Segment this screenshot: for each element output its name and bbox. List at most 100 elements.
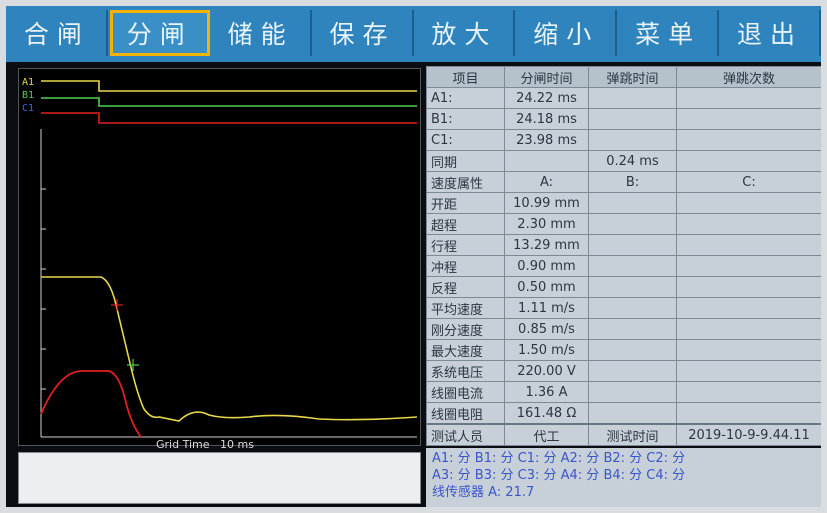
table-cell: [676, 213, 821, 235]
table-cell: [588, 381, 677, 403]
table-cell: 速度属性: [426, 171, 505, 193]
marker-closing: [127, 359, 139, 371]
channel-label-a1: A1: [22, 77, 35, 88]
table-header-cell: 弹跳次数: [676, 66, 821, 88]
table-cell: 24.18 ms: [504, 108, 589, 130]
table-cell: [588, 276, 677, 298]
table-cell: [588, 318, 677, 340]
table-cell: 系统电压: [426, 360, 505, 382]
menu-bar: 合闸 分闸 储能 保存 放大 缩小 菜单 退出: [6, 6, 821, 62]
table-cell: 线圈电流: [426, 381, 505, 403]
table-cell: 反程: [426, 276, 505, 298]
trace-a1: [41, 80, 417, 92]
table-cell: [588, 402, 677, 425]
table-cell: 2.30 mm: [504, 213, 589, 235]
table-row: 速度属性 A: B: C:: [426, 171, 821, 193]
table-cell: A1:: [426, 87, 505, 109]
table-cell: 平均速度: [426, 297, 505, 319]
table-cell: [676, 129, 821, 151]
menu-button-7[interactable]: 退出: [721, 10, 821, 56]
menu-button-1[interactable]: 分闸: [109, 10, 210, 56]
travel-curve: [41, 276, 418, 422]
status-line-1: A1: 分 B1: 分 C1: 分 A2: 分 B2: 分 C2: 分: [432, 451, 686, 466]
coil-current-curve: [40, 370, 142, 438]
table-row: 反程 0.50 mm: [426, 276, 821, 298]
table-cell: [588, 129, 677, 151]
table-cell: 测试人员: [426, 423, 505, 446]
table-row: A1: 24.22 ms: [426, 87, 821, 109]
trace-c1: [41, 112, 417, 124]
table-cell: [676, 339, 821, 361]
table-header-cell: 分闸时间: [504, 66, 589, 88]
table-cell: 超程: [426, 213, 505, 235]
table-cell: [676, 297, 821, 319]
table-cell: [676, 360, 821, 382]
table-cell: 1.36 A: [504, 381, 589, 403]
table-cell: 线圈电阻: [426, 402, 505, 425]
table-row: B1: 24.18 ms: [426, 108, 821, 130]
table-cell: 0.85 m/s: [504, 318, 589, 340]
table-row: 平均速度 1.11 m/s: [426, 297, 821, 319]
table-cell: 测试时间: [588, 423, 677, 446]
message-box: [18, 452, 421, 504]
menu-button-4[interactable]: 放大: [416, 10, 516, 56]
table-cell: 0.50 mm: [504, 276, 589, 298]
table-row: C1: 23.98 ms: [426, 129, 821, 151]
table-cell: [676, 381, 821, 403]
table-header-row: 项目 分闸时间 弹跳时间 弹跳次数: [426, 66, 821, 88]
table-cell: [676, 192, 821, 214]
table-cell: 行程: [426, 234, 505, 256]
table-cell: 10.99 mm: [504, 192, 589, 214]
menu-button-2[interactable]: 储能: [212, 10, 312, 56]
grid-time-label: Grid Time 10 ms: [156, 438, 254, 451]
table-cell: 220.00 V: [504, 360, 589, 382]
table-cell: 刚分速度: [426, 318, 505, 340]
table-cell: A:: [504, 171, 589, 193]
table-cell: [588, 213, 677, 235]
table-cell: B:: [588, 171, 677, 193]
table-cell: 最大速度: [426, 339, 505, 361]
marker-opening: [111, 299, 123, 311]
results-table: 项目 分闸时间 弹跳时间 弹跳次数 A1: 24.22 ms B1: 24.18 ms C1: 2…: [426, 66, 821, 446]
status-panel: A1: 分 B1: 分 C1: 分 A2: 分 B2: 分 C2: 分 A3: …: [426, 448, 821, 507]
table-cell: 24.22 ms: [504, 87, 589, 109]
table-cell: 1.50 m/s: [504, 339, 589, 361]
device-screen: 合闸 分闸 储能 保存 放大 缩小 菜单 退出 A1 B1 C1: [6, 6, 821, 507]
table-cell: 2019-10-9-9.44.11: [676, 423, 821, 446]
table-cell: 0.24 ms: [588, 150, 677, 172]
table-cell: [676, 87, 821, 109]
table-cell: 23.98 ms: [504, 129, 589, 151]
status-line-3: 线传感器 A: 21.7: [432, 485, 535, 500]
table-cell: [676, 150, 821, 172]
table-row: 线圈电阻 161.48 Ω: [426, 402, 821, 425]
channel-label-b1: B1: [22, 90, 35, 101]
table-cell: 开距: [426, 192, 505, 214]
table-cell: C1:: [426, 129, 505, 151]
table-cell: [676, 276, 821, 298]
table-cell: 13.29 mm: [504, 234, 589, 256]
table-cell: 0.90 mm: [504, 255, 589, 277]
table-cell: [588, 255, 677, 277]
table-cell: B1:: [426, 108, 505, 130]
menu-button-0[interactable]: 合闸: [8, 10, 108, 56]
table-cell: [588, 360, 677, 382]
table-cell: [588, 192, 677, 214]
channel-label-c1: C1: [22, 103, 35, 114]
table-cell: [588, 234, 677, 256]
table-cell: [588, 297, 677, 319]
menu-button-6[interactable]: 菜单: [619, 10, 720, 56]
table-cell: 1.11 m/s: [504, 297, 589, 319]
table-row: 行程 13.29 mm: [426, 234, 821, 256]
table-cell: [676, 318, 821, 340]
menu-button-5[interactable]: 缩小: [517, 10, 618, 56]
table-cell: [504, 150, 589, 172]
table-cell: 同期: [426, 150, 505, 172]
table-header-cell: 项目: [426, 66, 505, 88]
table-row: 超程 2.30 mm: [426, 213, 821, 235]
table-cell: [588, 108, 677, 130]
menu-button-3[interactable]: 保存: [314, 10, 414, 56]
table-cell: 冲程: [426, 255, 505, 277]
table-cell: [588, 87, 677, 109]
status-line-2: A3: 分 B3: 分 C3: 分 A4: 分 B4: 分 C4: 分: [432, 468, 686, 483]
table-row: 最大速度 1.50 m/s: [426, 339, 821, 361]
